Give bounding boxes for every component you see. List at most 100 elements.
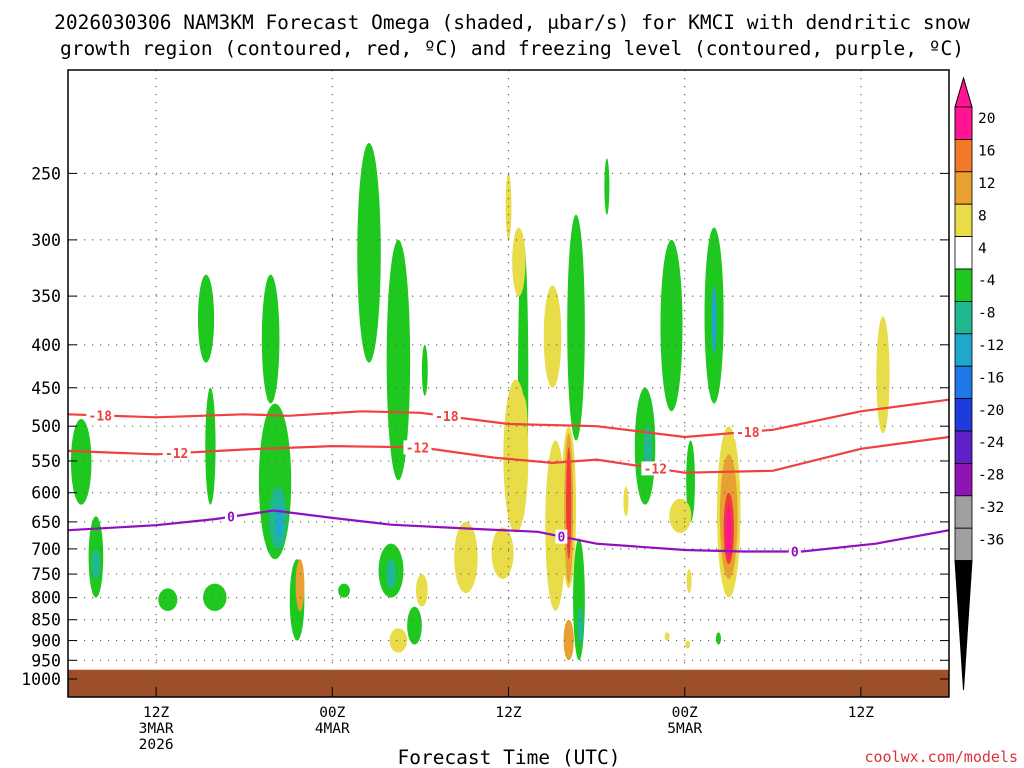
colorbar-label: 4 <box>978 241 987 257</box>
colorbar-label: 8 <box>978 208 987 224</box>
colorbar-label: 16 <box>978 144 995 160</box>
y-tick-label: 300 <box>31 231 61 250</box>
isotherm-label: -12 <box>406 441 429 456</box>
omega-sinking-region <box>643 426 653 468</box>
isotherm-label-bg <box>555 529 568 544</box>
omega-sinking-region <box>338 583 350 598</box>
y-tick-label: 250 <box>31 164 61 183</box>
isotherm-label: -12 <box>165 447 188 462</box>
colorbar-label: -24 <box>978 435 1004 451</box>
colorbar-label: -32 <box>978 500 1004 516</box>
y-tick-label: 900 <box>31 632 61 651</box>
omega-rising-region <box>669 498 692 533</box>
isotherm-label-bg <box>403 440 432 455</box>
y-tick-label: 450 <box>31 379 61 398</box>
x-tick-label: 5MAR <box>667 721 702 737</box>
omega-sinking-region <box>715 632 721 645</box>
y-tick-label: 550 <box>31 452 61 471</box>
x-axis-title: Forecast Time (UTC) <box>397 746 620 768</box>
x-tick-label: 4MAR <box>315 721 350 737</box>
omega-sinking-region <box>70 418 92 505</box>
omega-sinking-region <box>421 344 428 396</box>
isotherm-label-bg <box>162 446 191 461</box>
y-tick-label: 500 <box>31 417 61 436</box>
isotherm-label-bg <box>733 424 762 439</box>
colorbar-label: -28 <box>978 468 1004 484</box>
plot-area: -18 -18 -18 -12 -12 -12 0 0 0 <box>67 69 950 698</box>
chart-title-line-1: 2026030306 NAM3KM Forecast Omega (shaded… <box>54 11 970 34</box>
credit-link[interactable]: coolwx.com/models <box>864 748 1018 766</box>
colorbar-segment <box>954 333 973 367</box>
y-tick-label: 700 <box>31 540 61 559</box>
colorbar-segment <box>954 300 973 335</box>
omega-sinking-region <box>577 606 584 645</box>
colorbar-segment <box>954 398 973 432</box>
x-tick-label: 00Z <box>672 705 698 721</box>
y-tick-label: 600 <box>31 484 61 503</box>
y-tick-label: 950 <box>31 651 61 670</box>
omega-sinking-region <box>660 239 683 412</box>
omega-sinking-region <box>407 606 422 645</box>
colorbar-segment <box>954 268 973 302</box>
isotherm-label-bg <box>788 544 801 559</box>
plot-background <box>68 70 949 697</box>
omega-sinking-region <box>386 239 411 481</box>
isotherm-label-bg <box>641 461 670 476</box>
isotherm-label: -18 <box>736 426 760 441</box>
y-tick-label: 750 <box>31 565 61 584</box>
y-tick-label: 400 <box>31 336 61 355</box>
y-tick-label: 1000 <box>21 670 61 689</box>
y-tick-label: 800 <box>31 589 61 608</box>
omega-rising-region <box>454 521 478 594</box>
omega-rising-region <box>725 504 732 560</box>
omega-rising-region <box>543 285 562 388</box>
omega-sinking-region <box>197 274 215 363</box>
colorbar-segment <box>954 106 973 140</box>
colorbar-segment <box>954 203 973 237</box>
x-tick-label: 3MAR <box>139 721 174 737</box>
colorbar-label: -36 <box>978 532 1004 548</box>
omega-sinking-region <box>567 214 585 441</box>
omega-rising-region <box>512 227 526 297</box>
omega-rising-region <box>685 640 691 649</box>
isotherm-label-bg <box>86 408 115 423</box>
omega-rising-region <box>664 632 670 641</box>
omega-rising-region <box>686 569 692 594</box>
omega-sinking-region <box>91 548 101 579</box>
x-tick-label: 12Z <box>848 705 874 721</box>
colorbar-label: -8 <box>978 306 995 322</box>
colorbar-segment <box>954 430 973 464</box>
omega-sinking-region <box>261 274 280 404</box>
omega-sinking-region <box>604 158 610 215</box>
omega-rising-region <box>566 447 572 560</box>
omega-sinking-region <box>158 588 178 612</box>
omega-rising-region <box>491 527 514 579</box>
isotherm-label-bg <box>432 409 461 424</box>
colorbar-label: 20 <box>978 111 995 127</box>
colorbar-segment <box>954 171 973 205</box>
omega-shading <box>70 142 890 661</box>
omega-sinking-region <box>711 285 717 354</box>
colorbar-segment <box>954 527 973 562</box>
x-tick-label: 2026 <box>139 737 174 753</box>
isotherm-label: -18 <box>435 410 459 425</box>
plot-frame <box>67 69 950 698</box>
isotherm-label: 0 <box>227 511 235 526</box>
colorbar-segment <box>954 138 973 173</box>
omega-sinking-region <box>275 504 284 539</box>
colorbar: 20 16 12 8 4 -4 -8 -12 -16 -20 -24 -28 -32 -36 <box>954 76 1004 691</box>
omega-sinking-region <box>203 583 227 612</box>
omega-sinking-region <box>385 559 397 589</box>
colorbar-segment <box>954 236 973 270</box>
colorbar-label: -12 <box>978 338 1004 354</box>
colorbar-label: -4 <box>978 273 996 289</box>
colorbar-segment <box>954 495 973 529</box>
temperature-contours: -18 -18 -18 -12 -12 -12 0 0 0 <box>68 398 949 561</box>
isotherm-label-bg <box>224 509 237 524</box>
omega-rising-region <box>545 440 566 612</box>
colorbar-bottom-arrow <box>954 560 973 691</box>
y-tick-label: 650 <box>31 513 61 532</box>
isotherm-line <box>68 435 949 474</box>
colorbar-label: -16 <box>978 370 1004 386</box>
